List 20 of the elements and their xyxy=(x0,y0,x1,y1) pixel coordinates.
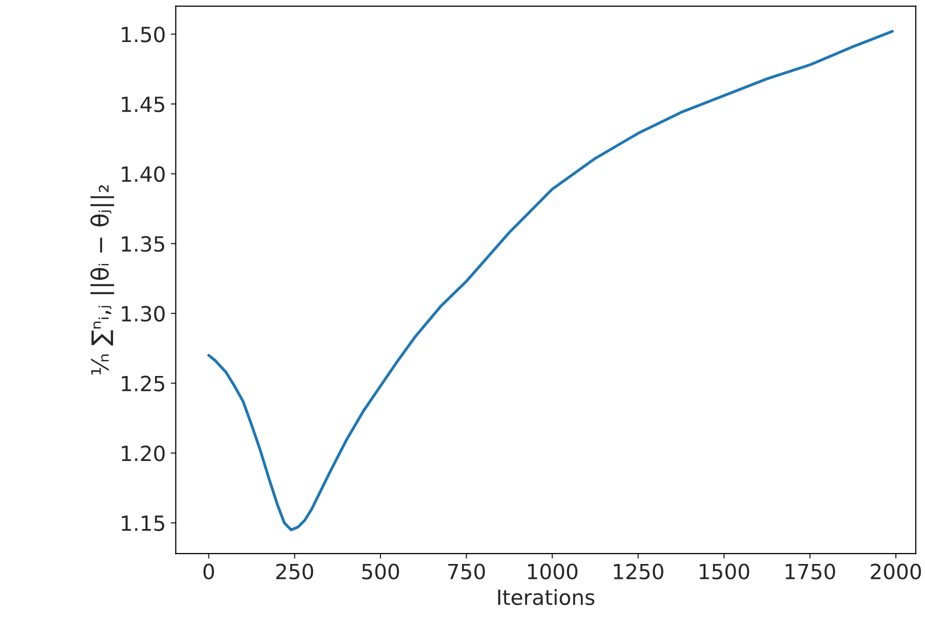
y-tick-label: 1.25 xyxy=(122,376,164,392)
x-tick-label: 1000 xyxy=(528,564,578,580)
y-tick-label: 1.40 xyxy=(122,166,165,182)
x-tick-label: 2000 xyxy=(870,564,921,580)
x-tick-label: 1500 xyxy=(700,564,750,580)
x-tick-label: 750 xyxy=(448,564,485,580)
line-series xyxy=(207,30,894,532)
y-tick-label: 1.20 xyxy=(122,445,165,462)
y-tick-label: 1.50 xyxy=(122,26,165,42)
y-axis-title: ¹⁄ₙ ∑ⁿᵢ,ⱼ ||θᵢ − θⱼ||₂ xyxy=(90,185,114,374)
y-tick-label: 1.35 xyxy=(122,236,164,252)
x-axis-title: Iterations xyxy=(498,589,594,606)
y-tick-label: 1.30 xyxy=(122,306,165,322)
x-tick-label: 1250 xyxy=(614,564,664,580)
x-tick-label: 1750 xyxy=(786,564,836,580)
x-tick-label: 0 xyxy=(203,564,214,580)
y-tick-label: 1.45 xyxy=(122,96,164,112)
y-tick-label: 1.15 xyxy=(122,516,164,532)
x-tick-label: 250 xyxy=(276,564,314,580)
x-tick-label: 500 xyxy=(362,564,400,580)
